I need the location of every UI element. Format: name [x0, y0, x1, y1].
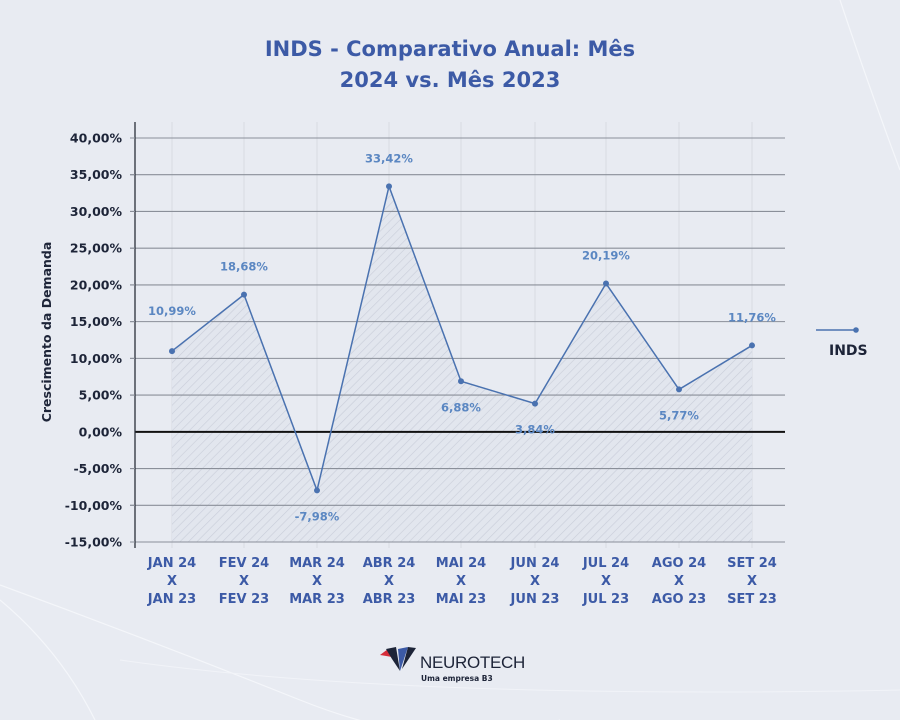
data-label: 5,77% — [659, 408, 699, 422]
x-category-line1: JUL 24 — [582, 556, 630, 571]
x-category-line3: FEV 23 — [218, 592, 270, 607]
x-category-line1: MAR 24 — [289, 556, 345, 571]
x-category-line1: JUN 24 — [510, 556, 560, 571]
data-label: 3,84% — [515, 423, 555, 437]
area-fill — [172, 186, 752, 543]
legend-label: INDS — [829, 343, 868, 359]
x-category-label: JUL 24 X JUL 23 — [561, 555, 651, 609]
x-category-label: ABR 24 X ABR 23 — [344, 555, 434, 609]
logo-name: NEUROTECH — [420, 653, 525, 672]
data-point[interactable] — [532, 400, 538, 407]
y-tick-label: 25,00% — [70, 241, 123, 256]
x-category-line2: X — [600, 574, 612, 589]
x-category-line3: ABR 23 — [362, 592, 416, 607]
x-category-line1: ABR 24 — [362, 556, 416, 571]
x-category-line2: X — [238, 574, 250, 589]
data-point[interactable] — [241, 291, 247, 298]
data-label: 10,99% — [148, 304, 196, 318]
x-category-line2: X — [383, 574, 395, 589]
x-category-line2: X — [746, 574, 758, 589]
logo-dark-shard2-icon — [402, 647, 416, 669]
x-category-label: SET 24 X SET 23 — [707, 555, 797, 609]
x-category-line2: X — [166, 574, 178, 589]
x-category-line2: X — [455, 574, 467, 589]
y-tick-label: -10,00% — [65, 498, 123, 513]
horizontal-gridlines — [130, 137, 785, 543]
data-labels: 10,99% 18,68% -7,98% 33,42% 6,88% 3,84% 20,19%… — [148, 151, 776, 523]
logo-subtitle: Uma empresa B3 — [421, 674, 493, 683]
y-tick-label: -15,00% — [65, 535, 123, 550]
logo-dark-shard-icon — [386, 647, 400, 671]
neurotech-logo — [380, 647, 416, 671]
x-category-line1: FEV 24 — [218, 556, 270, 571]
data-point[interactable] — [676, 386, 682, 393]
x-category-line2: X — [529, 574, 541, 589]
y-axis-ticks: 40,00% 35,00% 30,00% 25,00% 20,00% 15,00% 10,0… — [65, 131, 135, 550]
chart-title-line1: INDS - Comparativo Anual: Mês — [264, 37, 636, 61]
y-tick-label: 0,00% — [79, 424, 123, 439]
data-label: 11,76% — [728, 310, 776, 324]
y-tick-label: 10,00% — [70, 351, 123, 366]
legend-marker — [816, 327, 859, 333]
x-category-label: JAN 24 X JAN 23 — [127, 555, 217, 609]
y-tick-label: 15,00% — [70, 314, 123, 329]
x-category-line3: JUL 23 — [582, 592, 630, 607]
y-tick-label: -5,00% — [73, 461, 122, 476]
data-label: 6,88% — [441, 400, 481, 414]
y-axis-label: Crescimento da Demanda — [39, 242, 54, 423]
y-tick-label: 30,00% — [70, 204, 123, 219]
chart-title: INDS - Comparativo Anual: Mês 2024 vs. M… — [0, 34, 900, 96]
x-category-line3: SET 23 — [727, 592, 777, 607]
x-category-line1: AGO 24 — [651, 556, 707, 571]
x-category-line3: JUN 23 — [510, 592, 560, 607]
y-tick-label: 5,00% — [79, 388, 123, 403]
x-category-label: MAI 24 X MAI 23 — [416, 555, 506, 609]
data-label: 18,68% — [220, 260, 268, 274]
data-label: -7,98% — [295, 509, 340, 523]
logo-blue-shard-icon — [398, 647, 408, 671]
data-point[interactable] — [603, 280, 609, 287]
data-point[interactable] — [386, 183, 392, 190]
x-category-line2: X — [673, 574, 685, 589]
y-tick-label: 40,00% — [70, 131, 123, 146]
data-label: 20,19% — [582, 249, 630, 263]
x-category-line1: SET 24 — [727, 556, 777, 571]
legend-dot-icon — [853, 327, 859, 333]
x-category-label: MAR 24 X MAR 23 — [272, 555, 362, 609]
data-point[interactable] — [749, 342, 755, 349]
data-point[interactable] — [314, 487, 320, 494]
x-category-line2: X — [311, 574, 323, 589]
x-category-label: FEV 24 X FEV 23 — [199, 555, 289, 609]
chart-title-line2: 2024 vs. Mês 2023 — [339, 68, 561, 92]
data-point[interactable] — [169, 348, 175, 355]
x-category-line3: JAN 23 — [147, 592, 197, 607]
data-label: 33,42% — [365, 151, 413, 165]
x-category-line1: JAN 24 — [147, 556, 197, 571]
x-category-label: AGO 24 X AGO 23 — [634, 555, 724, 609]
x-category-line1: MAI 24 — [435, 556, 487, 571]
series-inds — [169, 183, 755, 494]
y-tick-label: 20,00% — [70, 277, 123, 292]
x-category-line3: MAI 23 — [435, 592, 487, 607]
data-point[interactable] — [458, 378, 464, 385]
y-tick-label: 35,00% — [70, 167, 123, 182]
x-category-line3: AGO 23 — [651, 592, 707, 607]
x-category-label: JUN 24 X JUN 23 — [490, 555, 580, 609]
x-category-line3: MAR 23 — [289, 592, 345, 607]
